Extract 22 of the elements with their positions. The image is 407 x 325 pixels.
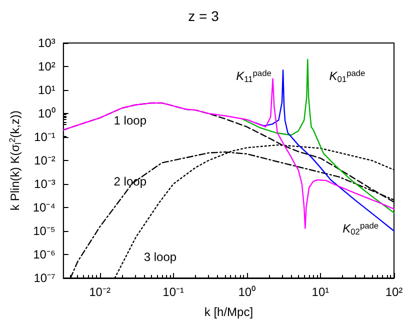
y-tick-label: 10⁻⁶ <box>33 248 56 262</box>
series-label: 3 loop <box>144 250 177 264</box>
y-tick-label: 10³ <box>38 36 56 50</box>
x-tick-label: 10¹ <box>312 285 330 299</box>
y-tick-label: 10⁻⁴ <box>32 200 56 214</box>
y-tick-label: 10² <box>38 60 56 74</box>
x-tick-label: 10⁻¹ <box>162 285 184 299</box>
y-tick-label: 10⁻² <box>34 154 56 168</box>
series-label: 1 loop <box>114 114 147 128</box>
y-tick-label: 10⁻³ <box>34 177 56 191</box>
chart-title: z = 3 <box>188 8 220 24</box>
x-axis-title: k [h/Mpc] <box>204 305 254 319</box>
y-tick-label: 10⁻¹ <box>34 130 56 144</box>
y-tick-label: 10¹ <box>38 83 56 97</box>
y-tick-label: 10⁻⁵ <box>33 224 56 238</box>
x-tick-label: 10² <box>385 285 403 299</box>
y-tick-label: 10⁻⁷ <box>34 271 56 285</box>
y-axis-title: k Plin(k) K(σl2(k,z)) <box>7 110 23 210</box>
x-tick-label: 10⁻² <box>89 285 110 299</box>
series-label: 2 loop <box>114 174 147 189</box>
x-tick-label: 10⁰ <box>238 285 256 299</box>
y-tick-label: 10⁰ <box>38 106 56 120</box>
